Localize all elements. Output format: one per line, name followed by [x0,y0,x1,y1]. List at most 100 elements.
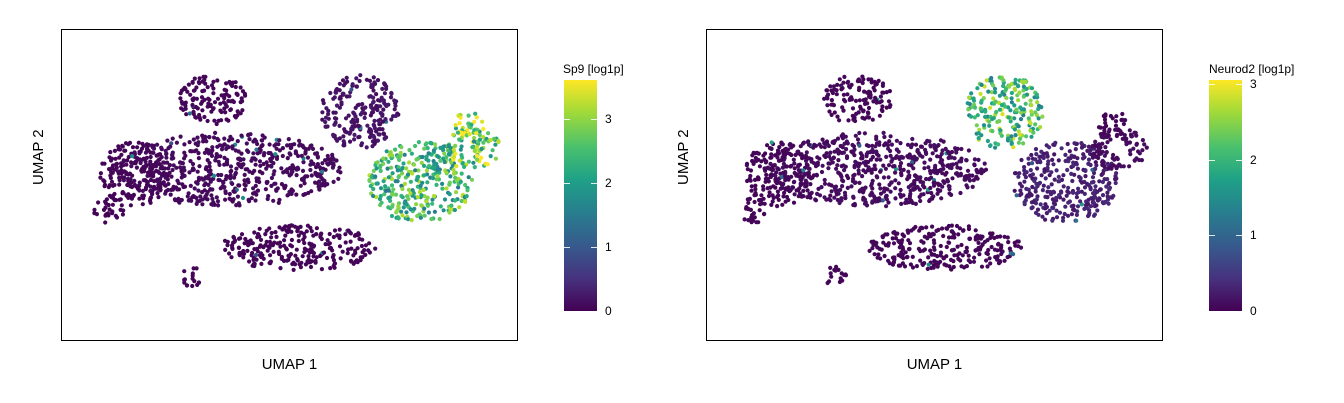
cell-point [1022,79,1027,84]
cell-point [271,249,276,254]
cell-point [966,253,971,258]
cell-point [229,243,235,248]
cell-point [1071,207,1076,212]
cell-point [1033,110,1038,115]
cell-point [394,99,399,104]
cell-point [1110,195,1115,200]
cell-point [357,78,362,84]
cell-point [865,115,870,120]
cell-point [179,197,184,203]
cell-point [367,250,372,255]
cell-point [207,134,212,140]
cell-point [308,264,314,270]
cell-point [393,192,399,197]
cell-point [1029,152,1034,158]
cell-point [970,184,975,189]
cell-point [872,252,877,257]
cell-point [748,168,754,173]
cell-point [981,123,987,128]
cell-point [947,165,952,170]
cell-point [984,78,989,83]
cell-point [951,259,956,264]
cell-point [877,113,882,118]
cell-point [414,157,419,162]
cell-point [1016,124,1021,129]
cell-point [114,215,120,220]
cell-point [390,171,395,176]
cell-point [929,190,934,196]
cell-point [350,124,355,129]
cell-point [1016,84,1021,89]
cell-point [1018,136,1023,141]
cell-point [1085,205,1090,211]
cell-point [778,186,783,191]
cell-point [1079,189,1084,194]
cell-point [253,162,258,167]
cell-point [991,83,996,88]
cell-point [211,79,216,84]
cell-point [200,202,205,207]
cell-point [1021,94,1026,99]
cell-point [977,127,982,132]
cell-point [888,153,893,158]
cell-point [1033,147,1039,152]
cell-point [888,189,893,194]
cell-point [856,171,861,176]
cell-point [198,194,203,199]
cell-point [834,166,839,171]
cell-point [944,244,949,250]
cell-point [431,194,437,199]
cell-point [267,226,272,231]
cell-point [277,138,282,143]
cell-point [902,264,908,269]
cell-point [100,161,105,166]
cell-point [1009,140,1014,146]
cell-point [378,193,383,199]
colorbar-tick-mark [1236,159,1242,161]
cell-point [255,151,260,156]
cell-point [183,103,188,108]
cell-point [999,245,1004,250]
cell-point [114,165,119,170]
cell-point [140,202,145,207]
cell-point [788,188,793,193]
cell-point [991,96,996,101]
cell-point [251,151,256,156]
cell-point [155,191,160,196]
cell-point [141,156,146,161]
cell-point [1026,161,1031,166]
cell-point [1036,212,1041,217]
cell-point [319,146,324,151]
cell-point [373,81,378,86]
cell-point [884,204,889,209]
cell-point [952,253,957,258]
cell-point [769,140,774,145]
cell-point [273,230,278,235]
cell-point [269,235,274,240]
cell-point [1104,184,1109,189]
cell-point [477,132,482,138]
cell-point [966,148,971,153]
cell-point [194,195,199,200]
cell-point [750,158,755,164]
cell-point [748,178,753,183]
cell-point [1036,181,1042,186]
colorbar-tick-label: 3 [1250,76,1257,91]
cell-point [216,203,221,208]
cell-point [247,199,252,204]
cell-point [380,112,385,117]
cell-point [230,246,235,251]
cell-point [213,130,218,135]
cell-point [839,271,844,276]
cell-point [103,199,108,204]
cell-point [346,228,351,233]
cell-point [827,154,832,159]
cell-point [792,179,797,184]
cell-point [235,194,240,199]
cell-point [950,229,955,234]
cell-point [389,117,394,122]
cell-point [466,159,471,164]
cell-point [1088,187,1093,192]
cell-point [108,150,113,155]
cell-point [433,142,438,147]
